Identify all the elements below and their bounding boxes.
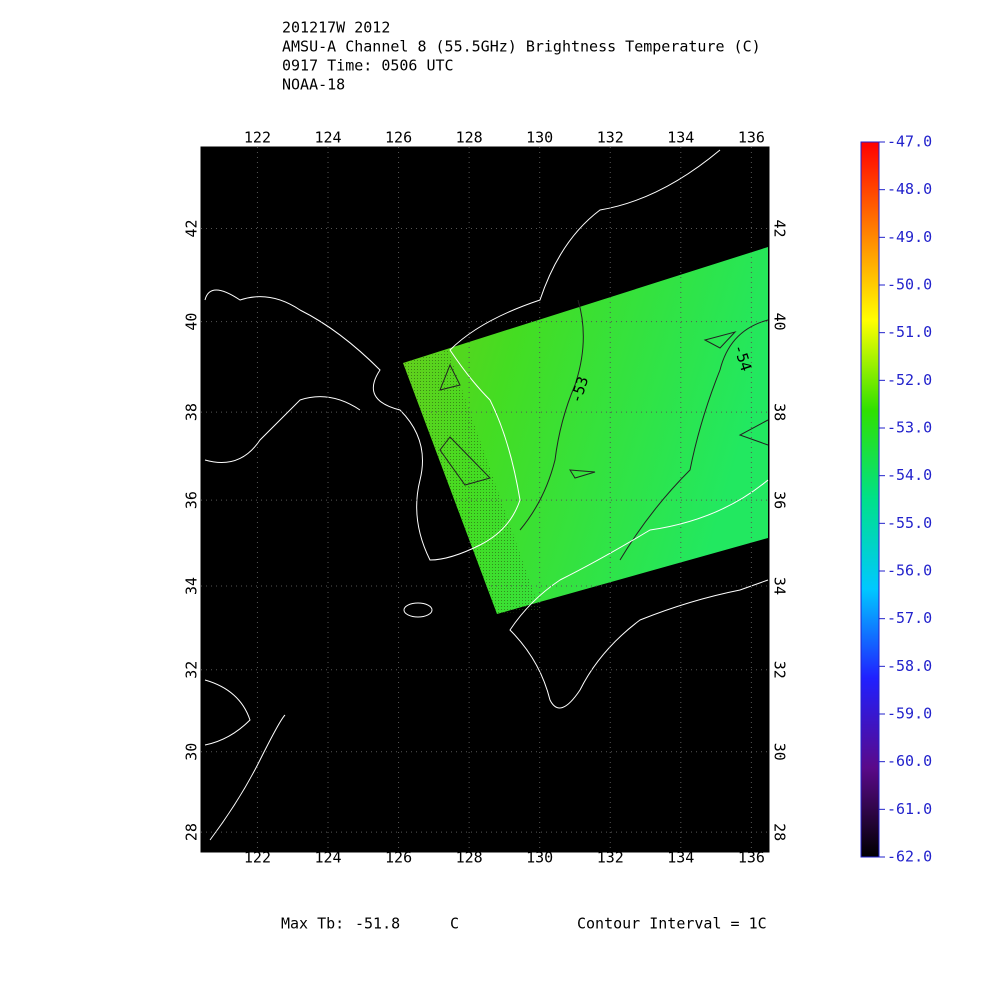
contours bbox=[439, 299, 769, 561]
axes: 122 122 124 124 126 126 128 128 130 130 132 132 134 1… bbox=[183, 129, 789, 867]
colorbar-label: -58.0 bbox=[887, 657, 932, 675]
colorbar-label: -52.0 bbox=[887, 371, 932, 389]
colorbar-label: -47.0 bbox=[887, 133, 932, 151]
colorbar-label: -57.0 bbox=[887, 609, 932, 627]
lat-label-right: 28 bbox=[771, 823, 789, 841]
lat-label-right: 36 bbox=[771, 491, 789, 509]
lon-label-top: 122 bbox=[244, 129, 271, 147]
lat-label-right: 40 bbox=[771, 313, 789, 331]
map-border bbox=[200, 146, 770, 853]
colorbar-label: -54.0 bbox=[887, 466, 932, 484]
lon-label-top: 128 bbox=[456, 129, 483, 147]
lon-label-bottom: 126 bbox=[385, 849, 412, 867]
contour-line bbox=[519, 299, 584, 531]
colorbar-label: -53.0 bbox=[887, 419, 932, 437]
contour-line bbox=[569, 469, 596, 479]
lat-label-left: 42 bbox=[183, 219, 201, 237]
contour-line bbox=[703, 331, 737, 349]
contour-line bbox=[439, 363, 461, 391]
lon-label-bottom: 132 bbox=[597, 849, 624, 867]
header-line: AMSU-A Channel 8 (55.5GHz) Brightness Te… bbox=[282, 38, 761, 56]
lon-label-bottom: 136 bbox=[738, 849, 765, 867]
lat-label-right: 34 bbox=[771, 577, 789, 595]
header-line: 0917 Time: 0506 UTC bbox=[282, 57, 454, 75]
lat-label-left: 30 bbox=[183, 743, 201, 761]
lon-label-bottom: 134 bbox=[667, 849, 694, 867]
coastlines bbox=[204, 149, 769, 841]
coastline bbox=[204, 396, 361, 463]
colorbar-label: -56.0 bbox=[887, 562, 932, 580]
lat-label-left: 40 bbox=[183, 313, 201, 331]
lat-label-left: 38 bbox=[183, 403, 201, 421]
colorbar-label: -61.0 bbox=[887, 800, 932, 818]
contour-line bbox=[738, 419, 769, 446]
colorbar-label: -60.0 bbox=[887, 752, 932, 770]
coastline bbox=[209, 714, 286, 841]
lon-label-top: 124 bbox=[314, 129, 341, 147]
lat-label-right: 38 bbox=[771, 403, 789, 421]
colorbar-label: -50.0 bbox=[887, 276, 932, 294]
coastline bbox=[509, 479, 769, 709]
coastline bbox=[204, 679, 251, 746]
lat-label-right: 32 bbox=[771, 661, 789, 679]
contour-line bbox=[619, 319, 769, 561]
lat-label-right: 42 bbox=[771, 219, 789, 237]
colorbar-label: -49.0 bbox=[887, 228, 932, 246]
footer: Max Tb: -51.8 C Contour Interval = 1C bbox=[281, 915, 767, 933]
lon-label-top: 126 bbox=[385, 129, 412, 147]
colorbar-label: -62.0 bbox=[887, 848, 932, 866]
max-tb-label: Max Tb: bbox=[281, 915, 344, 933]
lat-label-left: 32 bbox=[183, 661, 201, 679]
colorbar-label: -51.0 bbox=[887, 323, 932, 341]
lon-label-bottom: 124 bbox=[314, 849, 341, 867]
swath bbox=[403, 247, 769, 614]
island bbox=[403, 602, 433, 618]
swath-edge bbox=[403, 350, 540, 614]
lat-label-right: 30 bbox=[771, 743, 789, 761]
contour-line bbox=[439, 436, 491, 486]
colorbar-label: -48.0 bbox=[887, 180, 932, 198]
colorbar-label: -55.0 bbox=[887, 514, 932, 532]
lon-label-bottom: 122 bbox=[244, 849, 271, 867]
colorbar: -47.0 -48.0 -49.0 -50.0 -51.0 -52.0 -53.0 -54.0… bbox=[860, 133, 932, 866]
lon-label-top: 130 bbox=[526, 129, 553, 147]
lon-label-top: 132 bbox=[597, 129, 624, 147]
lat-label-left: 34 bbox=[183, 577, 201, 595]
lon-label-top: 136 bbox=[738, 129, 765, 147]
colorbar-fill bbox=[860, 141, 880, 858]
lon-label-bottom: 130 bbox=[526, 849, 553, 867]
lat-label-left: 28 bbox=[183, 823, 201, 841]
max-tb-value: -51.8 bbox=[355, 915, 400, 933]
lat-label-left: 36 bbox=[183, 491, 201, 509]
header-line: 201217W 2012 bbox=[282, 19, 390, 37]
colorbar-label: -59.0 bbox=[887, 705, 932, 723]
lon-label-top: 134 bbox=[667, 129, 694, 147]
max-tb-unit: C bbox=[450, 915, 459, 933]
lon-label-bottom: 128 bbox=[456, 849, 483, 867]
contour-interval: Contour Interval = 1C bbox=[577, 915, 767, 933]
header-line: NOAA-18 bbox=[282, 76, 345, 94]
coastline bbox=[204, 149, 721, 561]
